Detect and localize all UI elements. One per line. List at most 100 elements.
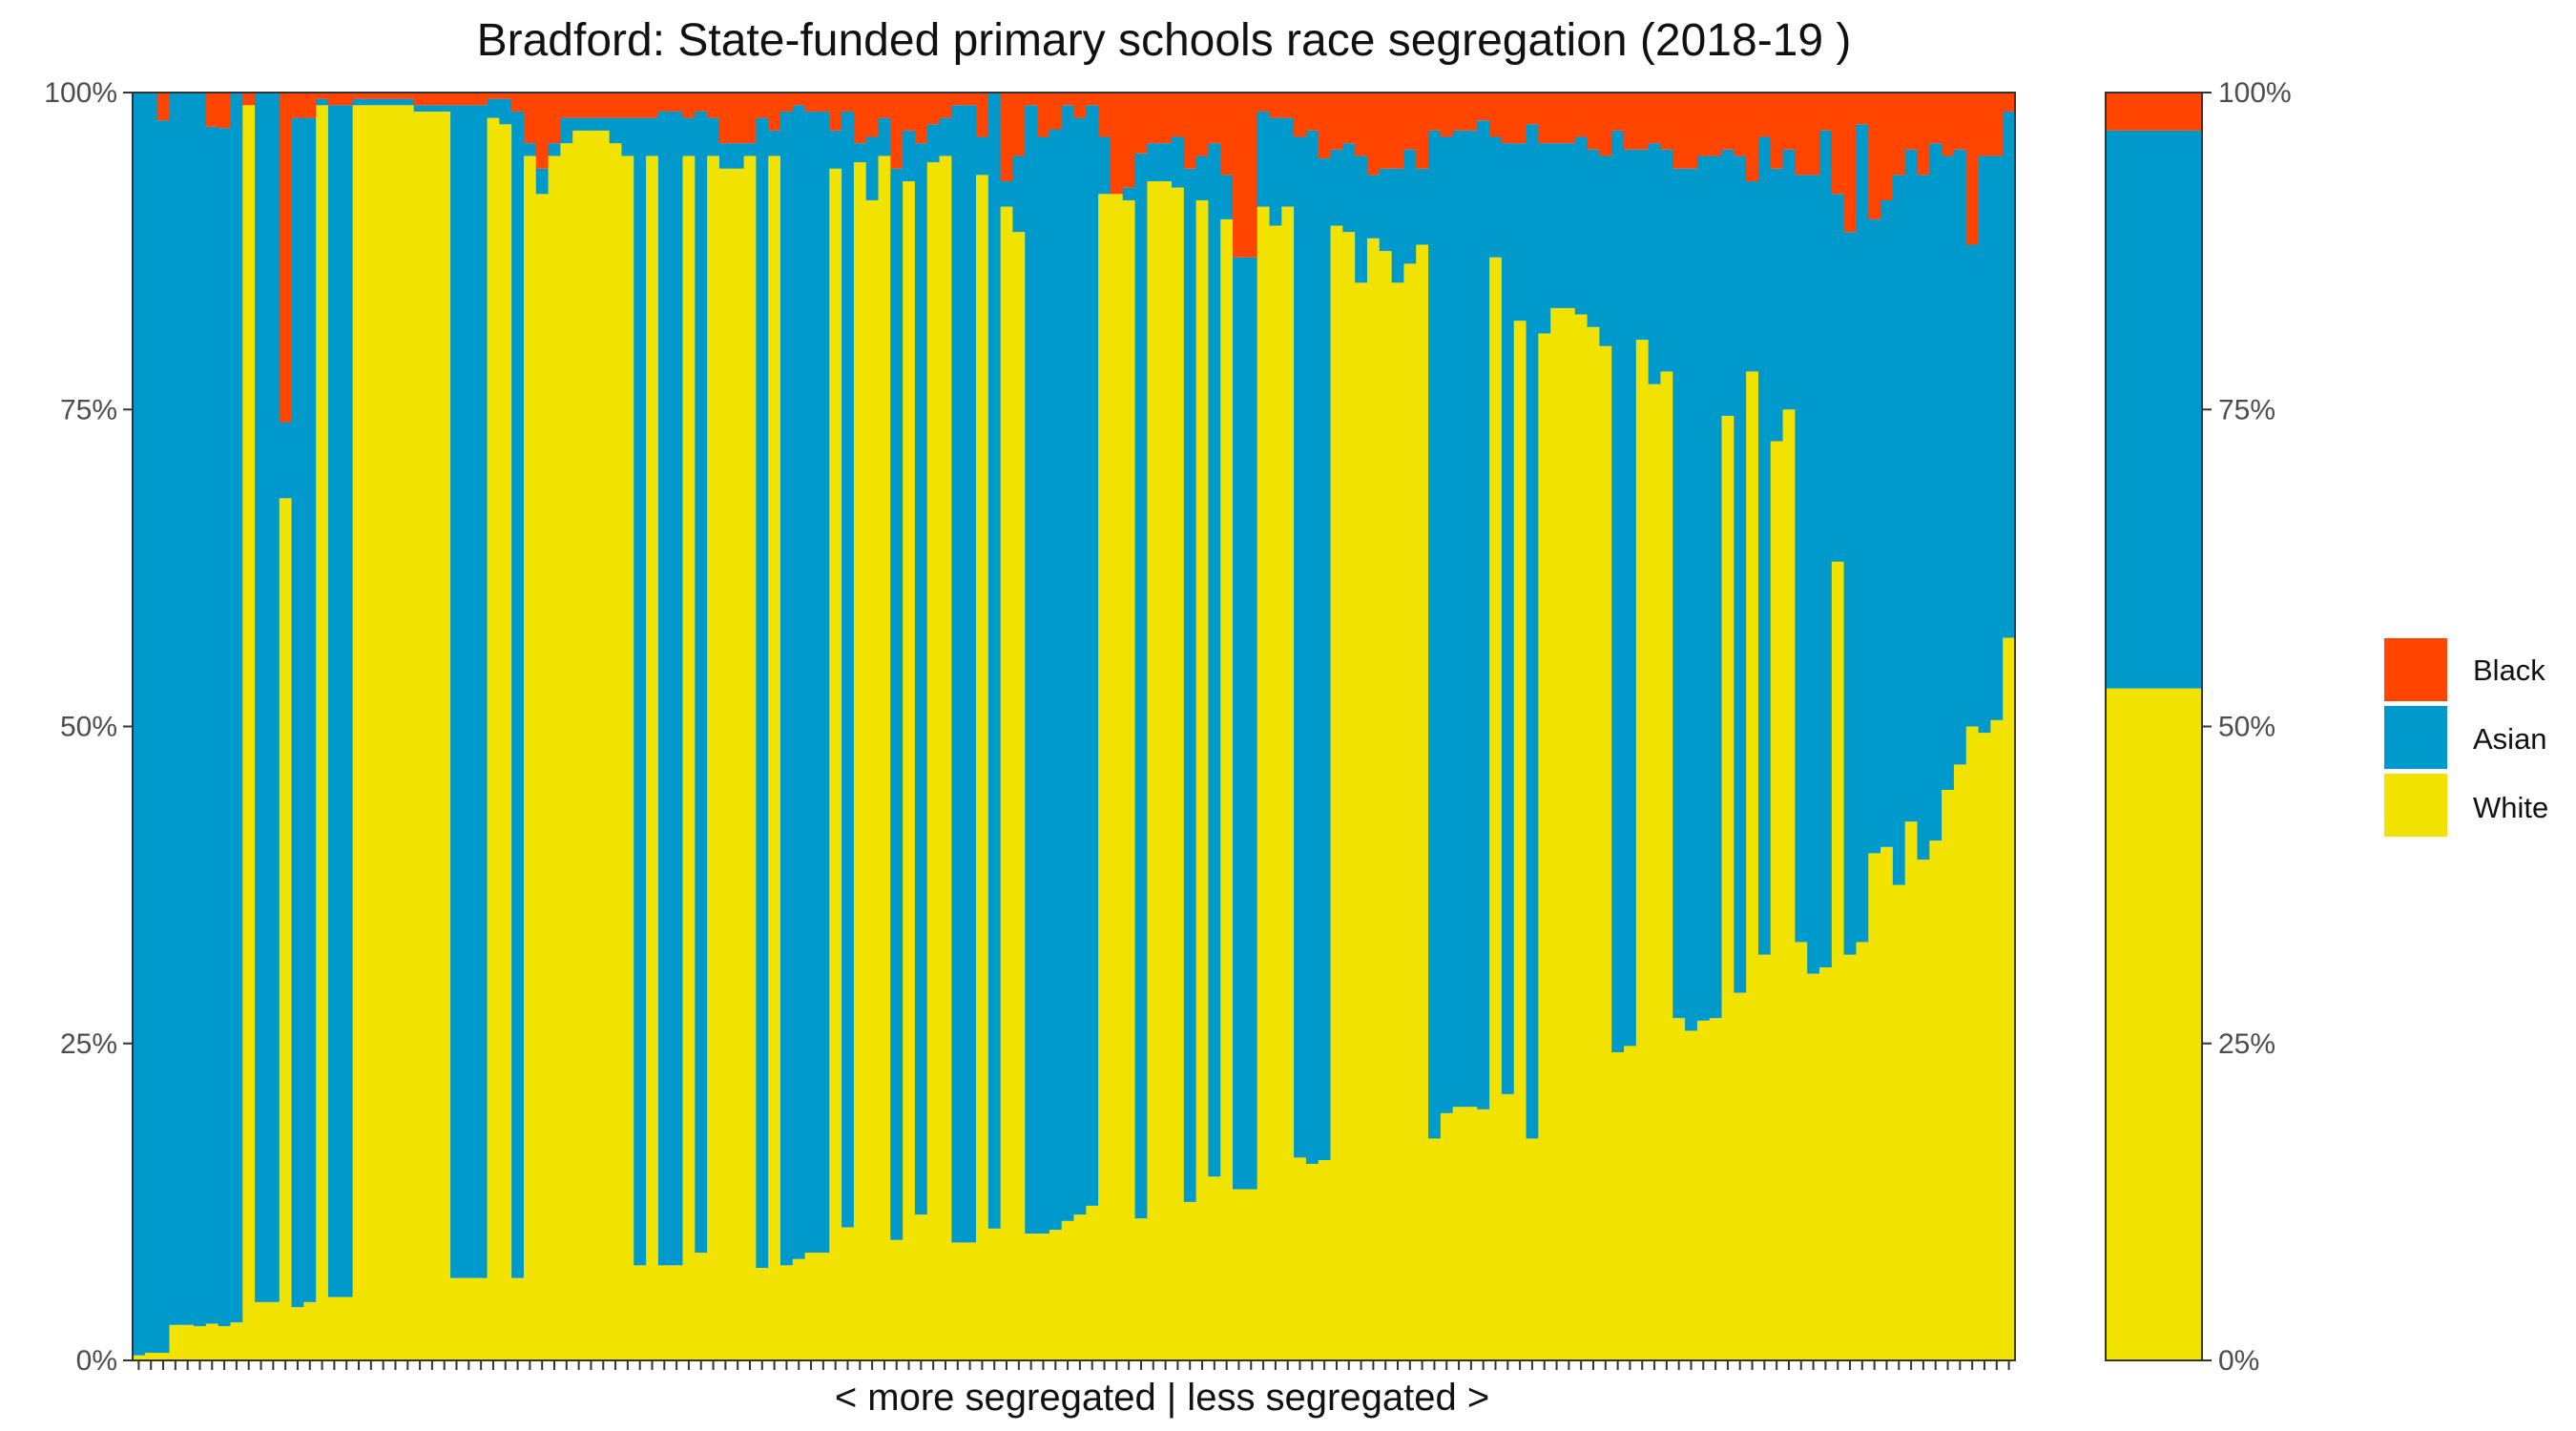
school-bar xyxy=(756,93,769,1360)
bar-segment-asian xyxy=(1770,168,1784,442)
school-bar xyxy=(987,93,1002,1360)
school-bar xyxy=(401,93,415,1360)
bar-segment-white xyxy=(1696,1020,1711,1360)
bar-segment-white xyxy=(1599,345,1612,1360)
bar-segment-black xyxy=(1269,93,1282,118)
bar-segment-white xyxy=(523,156,537,1361)
bar-segment-black xyxy=(1086,93,1099,106)
school-bar xyxy=(939,93,952,1361)
school-bar xyxy=(1807,93,1820,1360)
bar-segment-white xyxy=(1819,967,1833,1360)
bar-segment-asian xyxy=(181,93,195,1325)
bar-segment-white xyxy=(1220,218,1234,1360)
bar-segment-white xyxy=(426,111,439,1360)
bar-segment-black xyxy=(352,93,366,99)
bar-segment-black xyxy=(1624,93,1637,150)
bar-segment-white xyxy=(340,1296,354,1360)
bar-segment-white xyxy=(731,168,745,1361)
school-bar xyxy=(242,93,256,1360)
bar-segment-asian xyxy=(1501,143,1515,1094)
bar-segment-black xyxy=(316,93,329,99)
bar-segment-white xyxy=(560,143,573,1360)
bar-segment-asian xyxy=(1685,168,1698,1031)
bar-segment-asian xyxy=(743,143,757,156)
school-bar xyxy=(352,93,366,1360)
bar-segment-black xyxy=(1880,93,1894,200)
school-bar xyxy=(389,93,403,1360)
bar-segment-asian xyxy=(169,93,182,1325)
school-bar xyxy=(413,93,427,1360)
school-bar xyxy=(1305,93,1319,1360)
school-bar xyxy=(1000,93,1014,1361)
bar-segment-black xyxy=(1366,93,1381,176)
school-bar xyxy=(462,93,476,1360)
school-bar xyxy=(1635,93,1650,1360)
bar-segment-asian xyxy=(1599,156,1612,346)
school-bar xyxy=(1892,93,1906,1360)
school-bar xyxy=(634,93,647,1360)
school-bar xyxy=(1403,93,1417,1360)
bar-segment-black xyxy=(1012,93,1026,156)
school-bar xyxy=(1159,93,1173,1360)
right-y-axis: 0% 25% 50% 75% 100% xyxy=(2202,77,2292,1377)
bar-segment-asian xyxy=(303,117,317,1302)
bar-segment-white xyxy=(865,199,880,1361)
bar-segment-white xyxy=(450,1277,464,1360)
bar-segment-black xyxy=(1073,93,1087,118)
bar-segment-white xyxy=(1440,1112,1454,1360)
bar-segment-white xyxy=(964,1242,977,1360)
bar-segment-black xyxy=(707,93,720,118)
bar-segment-black xyxy=(657,93,672,112)
bar-segment-white xyxy=(1880,846,1894,1360)
bar-segment-black xyxy=(718,93,733,144)
bar-segment-black xyxy=(560,93,573,118)
bar-segment-white xyxy=(548,156,562,1361)
bar-segment-white xyxy=(817,1253,830,1360)
bar-segment-white xyxy=(133,1355,146,1360)
school-bar xyxy=(853,93,867,1361)
school-bar xyxy=(1734,93,1747,1360)
bar-segment-black xyxy=(1465,93,1478,131)
school-bar xyxy=(1477,93,1490,1360)
bar-segment-white xyxy=(1990,719,2004,1360)
bar-segment-asian xyxy=(340,105,354,1297)
bar-segment-asian xyxy=(1672,168,1686,1019)
bar-segment-white xyxy=(1073,1214,1087,1360)
bar-segment-white xyxy=(1538,333,1551,1360)
bar-segment-asian xyxy=(291,117,304,1308)
bar-segment-asian xyxy=(670,111,684,1266)
bar-segment-asian xyxy=(951,105,965,1243)
bar-segment-white xyxy=(1734,992,1747,1360)
bar-segment-black xyxy=(1000,93,1014,182)
school-bar xyxy=(804,93,819,1360)
bar-segment-asian xyxy=(1990,156,2004,720)
bar-segment-asian xyxy=(1734,156,1747,993)
bar-segment-asian xyxy=(756,117,769,1268)
bar-segment-white xyxy=(682,156,696,1361)
school-bar xyxy=(1953,93,1967,1360)
bar-segment-black xyxy=(1501,93,1515,144)
school-bar xyxy=(474,93,488,1360)
bar-segment-asian xyxy=(1366,175,1381,238)
legend-swatch-black xyxy=(2384,638,2447,701)
y-tick-label: 100% xyxy=(44,77,117,109)
bar-segment-asian xyxy=(1233,257,1246,1190)
bar-segment-asian xyxy=(230,93,243,1323)
summary-panel xyxy=(2105,92,2203,1361)
bar-segment-white xyxy=(1526,1138,1539,1360)
bar-segment-white xyxy=(474,1277,488,1360)
bar-segment-asian xyxy=(585,117,598,131)
school-bar xyxy=(1330,93,1343,1360)
school-bar xyxy=(255,93,268,1360)
school-bar xyxy=(1049,93,1063,1360)
bar-segment-black xyxy=(1734,93,1747,156)
bar-segment-asian xyxy=(364,98,378,106)
legend-label-black: Black xyxy=(2473,653,2545,687)
bar-segment-asian xyxy=(426,105,439,112)
bar-segment-white xyxy=(1086,1205,1099,1360)
bar-segment-asian xyxy=(1147,143,1160,182)
bar-segment-asian xyxy=(1696,156,1711,1021)
bar-segment-white xyxy=(621,156,634,1361)
school-bar xyxy=(523,93,537,1361)
bar-segment-asian xyxy=(1538,143,1551,334)
